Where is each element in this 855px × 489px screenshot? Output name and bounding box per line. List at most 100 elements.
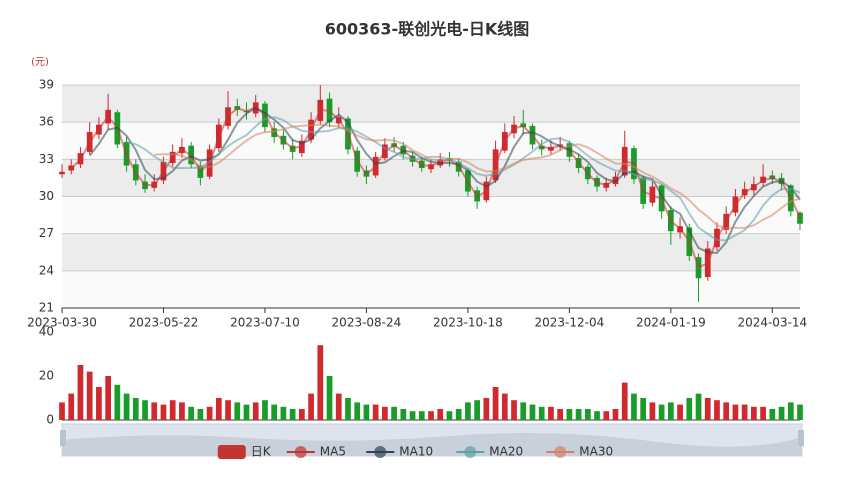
volume-bar bbox=[363, 404, 370, 420]
split-area bbox=[62, 122, 800, 160]
legend-icon bbox=[374, 446, 387, 458]
volume-bar bbox=[732, 404, 739, 420]
volume-bar bbox=[132, 398, 139, 420]
legend-icon bbox=[217, 445, 246, 459]
volume-bar bbox=[372, 404, 379, 420]
ma-line bbox=[154, 123, 801, 230]
x-tick-label: 2023-03-30 bbox=[27, 316, 97, 330]
volume-bar bbox=[206, 406, 213, 420]
volume-bar bbox=[225, 400, 231, 420]
volume-bar bbox=[751, 406, 757, 420]
volume-bar bbox=[382, 406, 388, 420]
legend-label: MA5 bbox=[320, 445, 346, 459]
volume-bar bbox=[326, 376, 333, 420]
volume-bar bbox=[400, 409, 407, 420]
candle-body bbox=[797, 212, 803, 224]
volume-bar bbox=[142, 400, 148, 420]
volume-bar bbox=[96, 387, 102, 420]
data-zoom-preview bbox=[62, 432, 802, 456]
volume-bar bbox=[123, 393, 130, 420]
candle-body bbox=[59, 171, 65, 175]
y-tick-label: 27 bbox=[39, 226, 54, 240]
y-tick-label: 39 bbox=[39, 78, 54, 92]
volume-bar bbox=[658, 404, 665, 420]
legend-icon bbox=[554, 446, 567, 458]
volume-bar bbox=[151, 402, 158, 420]
volume-bar bbox=[511, 400, 517, 420]
volume-bar bbox=[695, 393, 702, 420]
volume-bar bbox=[160, 404, 167, 420]
split-area bbox=[62, 233, 800, 271]
x-tick-label: 2023-05-22 bbox=[129, 316, 199, 330]
legend-item[interactable]: MA5 bbox=[286, 445, 346, 459]
legend-label: MA30 bbox=[579, 445, 613, 459]
chart-title: 600363-联创光电-日K线图 bbox=[325, 20, 529, 39]
legend-label: 日K bbox=[251, 445, 272, 459]
volume-bar bbox=[391, 406, 397, 420]
volume-bar bbox=[474, 400, 480, 420]
legend-item[interactable]: 日K bbox=[217, 445, 272, 460]
volume-bar bbox=[234, 402, 241, 420]
volume-bar bbox=[105, 376, 111, 420]
volume-bar bbox=[621, 382, 628, 420]
volume-bar bbox=[86, 371, 93, 420]
volume-bar bbox=[686, 398, 693, 420]
x-tick-label: 2023-07-10 bbox=[230, 316, 300, 330]
volume-bar bbox=[197, 409, 204, 420]
volume-bar bbox=[538, 406, 545, 420]
volume-bar bbox=[787, 402, 794, 420]
data-zoom-handle[interactable] bbox=[798, 430, 804, 446]
volume-bar bbox=[289, 409, 296, 420]
ma-line bbox=[126, 116, 801, 242]
volume-bar bbox=[437, 409, 444, 420]
volume-bar bbox=[594, 411, 600, 420]
volume-bar bbox=[308, 393, 314, 420]
volume-bar bbox=[317, 345, 324, 420]
volume-bar bbox=[345, 398, 351, 420]
volume-bar bbox=[548, 406, 554, 420]
y-tick-label: 33 bbox=[39, 152, 54, 166]
legend-label: MA20 bbox=[489, 445, 523, 459]
ma-line bbox=[88, 106, 801, 254]
y-tick-label: 30 bbox=[39, 189, 54, 203]
volume-bar bbox=[649, 402, 656, 420]
volume-bar bbox=[409, 411, 416, 420]
legend-item[interactable]: MA20 bbox=[456, 445, 523, 459]
volume-bar bbox=[262, 400, 268, 420]
volume-bar bbox=[612, 409, 619, 420]
legend-icon bbox=[294, 446, 307, 458]
volume-bar bbox=[584, 409, 591, 420]
volume-bar bbox=[631, 393, 637, 420]
legend-label: MA10 bbox=[399, 445, 433, 459]
x-tick-label: 2023-08-24 bbox=[332, 316, 402, 330]
volume-bar bbox=[566, 409, 573, 420]
volume-bar bbox=[492, 387, 499, 420]
x-tick-label: 2023-12-04 bbox=[535, 316, 605, 330]
volume-bar bbox=[603, 411, 610, 420]
volume-bar bbox=[243, 404, 250, 420]
volume-bar bbox=[501, 393, 508, 420]
volume-bar bbox=[529, 404, 536, 420]
volume-bar bbox=[354, 402, 361, 420]
volume-tick-label: 40 bbox=[39, 325, 54, 339]
volume-bar bbox=[280, 406, 287, 420]
volume-tick-label: 0 bbox=[46, 413, 54, 427]
volume-bar bbox=[520, 402, 527, 420]
volume-bar bbox=[77, 365, 84, 420]
data-zoom-handle[interactable] bbox=[60, 430, 66, 446]
volume-bar bbox=[114, 384, 121, 420]
volume-bar bbox=[68, 393, 75, 420]
volume-bar bbox=[455, 409, 462, 420]
volume-bar bbox=[760, 406, 766, 420]
legend-item[interactable]: MA10 bbox=[366, 445, 433, 459]
x-tick-label: 2023-10-18 bbox=[433, 316, 503, 330]
volume-bar bbox=[797, 404, 803, 420]
volume-bar bbox=[723, 402, 730, 420]
legend-item[interactable]: MA30 bbox=[546, 445, 613, 459]
split-area bbox=[62, 85, 800, 123]
y-tick-label: 36 bbox=[39, 115, 54, 129]
volume-bar bbox=[677, 404, 683, 420]
volume-bar bbox=[271, 404, 278, 420]
volume-bar bbox=[741, 404, 748, 420]
